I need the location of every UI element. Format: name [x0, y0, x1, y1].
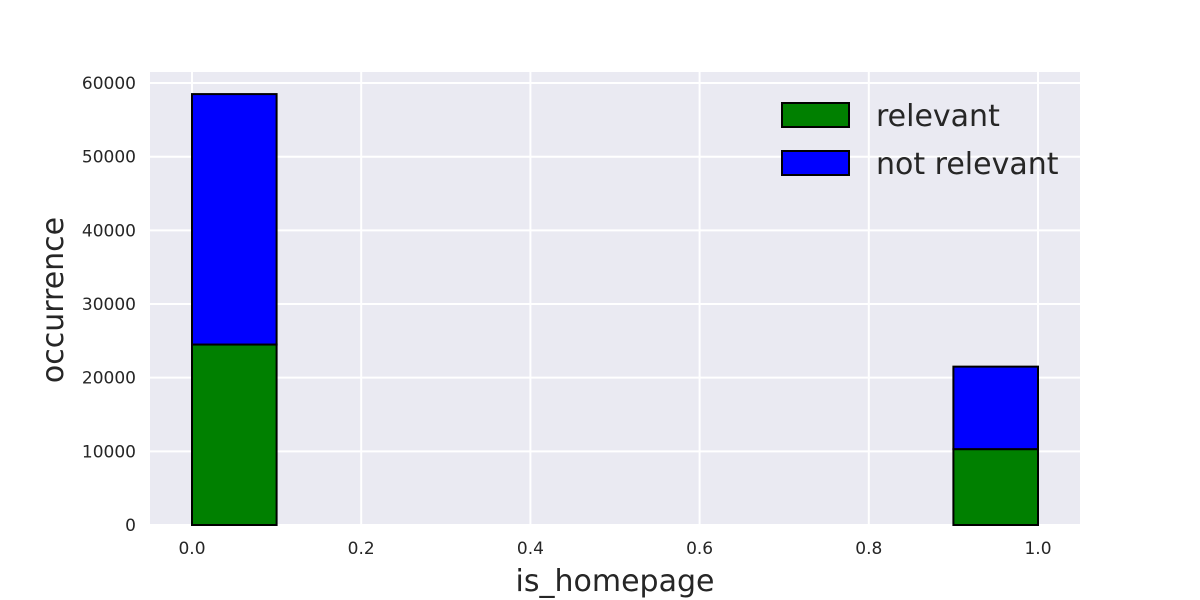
x-tick-label: 0.0 — [178, 539, 205, 559]
legend: relevant not relevant — [781, 99, 1059, 182]
grid-lines — [150, 72, 1080, 526]
y-tick-label: 50000 — [82, 148, 136, 168]
legend-swatch-not-relevant — [781, 150, 850, 176]
y-tick-label: 10000 — [82, 442, 136, 462]
x-tick-label: 0.4 — [517, 539, 544, 559]
y-tick-label: 40000 — [82, 221, 136, 241]
legend-label-relevant: relevant — [876, 99, 1000, 134]
y-tick-labels: 0 10000 20000 30000 40000 50000 60000 — [82, 74, 136, 536]
x-tick-label: 0.2 — [348, 539, 375, 559]
bar-relevant-bin-0 — [191, 343, 278, 526]
plot-area — [150, 72, 1080, 525]
x-axis-label: is_homepage — [516, 564, 715, 599]
bars — [191, 93, 1040, 527]
bar-not-relevant-bin-0 — [191, 93, 278, 346]
x-tick-labels: 0.0 0.2 0.4 0.6 0.8 1.0 — [178, 539, 1051, 559]
y-tick-label: 60000 — [82, 74, 136, 94]
bar-not-relevant-bin-1 — [952, 365, 1040, 451]
x-tick-label: 0.8 — [855, 539, 882, 559]
bar-relevant-bin-1 — [952, 448, 1040, 527]
y-tick-label: 30000 — [82, 295, 136, 315]
y-tick-label: 0 — [125, 516, 136, 536]
legend-swatch-relevant — [781, 102, 850, 128]
x-tick-label: 1.0 — [1024, 539, 1051, 559]
y-axis-label: occurrence — [36, 217, 71, 383]
legend-label-not-relevant: not relevant — [876, 147, 1059, 182]
y-tick-label: 20000 — [82, 369, 136, 389]
x-tick-label: 0.6 — [686, 539, 713, 559]
